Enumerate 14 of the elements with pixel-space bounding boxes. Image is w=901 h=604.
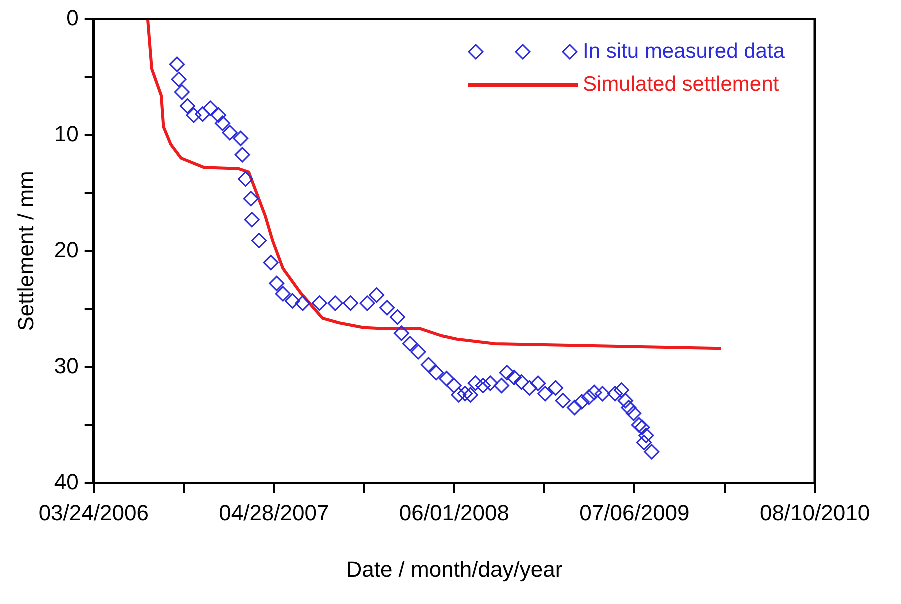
y-tick-label: 40 bbox=[54, 469, 79, 494]
x-tick-label: 07/06/2009 bbox=[580, 500, 690, 526]
y-tick-label: 20 bbox=[54, 237, 79, 262]
y-tick-label: 10 bbox=[54, 121, 79, 146]
y-tick-label: 0 bbox=[66, 5, 79, 30]
x-tick-label: 08/10/2010 bbox=[760, 500, 870, 526]
text: Simulated settlement bbox=[583, 72, 780, 97]
x-axis-title: Date / month/day/year bbox=[346, 556, 563, 582]
x-tick-label: 04/28/2007 bbox=[219, 500, 330, 526]
x-tick-label: 03/24/2006 bbox=[38, 500, 149, 526]
y-axis-title: Settlement / mm bbox=[13, 171, 38, 332]
x-tick-label: 06/01/2008 bbox=[399, 500, 510, 526]
y-tick-label: 30 bbox=[54, 353, 79, 378]
legend-label: In situ measured data bbox=[583, 40, 785, 64]
